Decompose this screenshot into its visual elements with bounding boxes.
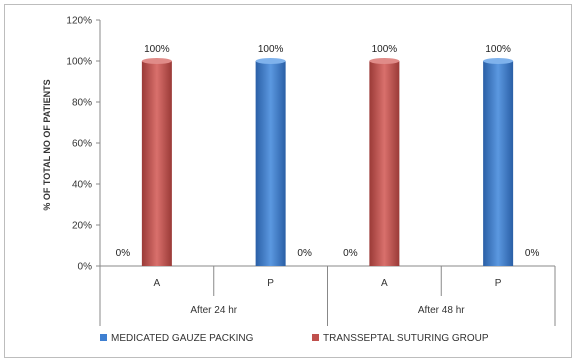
data-label: 100% (258, 44, 284, 55)
data-label: 0% (297, 248, 312, 259)
bar-top (141, 58, 172, 64)
x-category-label: A (154, 278, 161, 289)
plot-area: 0% 20% 40% 60% 80% 100% 120% A 0% 100% P 100% 0% Afte… (66, 16, 556, 326)
data-label: 100% (485, 44, 511, 55)
y-tick-label: 100% (66, 57, 92, 68)
x-group-label: After 48 hr (418, 305, 465, 316)
data-label: 0% (343, 248, 358, 259)
data-label: 100% (144, 44, 170, 55)
x-category-label: P (267, 278, 274, 289)
bar (369, 61, 400, 266)
y-tick-label: 40% (72, 180, 92, 191)
x-group-label: After 24 hr (190, 305, 237, 316)
chart-frame (4, 4, 572, 358)
y-tick-label: 20% (72, 221, 92, 232)
y-tick-label: 120% (66, 16, 92, 27)
bar-top (369, 58, 400, 64)
x-category-label: A (381, 278, 388, 289)
bar (141, 61, 172, 266)
bar-top (483, 58, 514, 64)
data-label: 0% (525, 248, 540, 259)
bar-top (255, 58, 286, 64)
x-category-label: P (495, 278, 502, 289)
legend-swatch (100, 334, 107, 341)
legend-label: MEDICATED GAUZE PACKING (111, 333, 254, 344)
legend-swatch (312, 334, 319, 341)
data-label: 0% (116, 248, 131, 259)
y-tick-label: 80% (72, 98, 92, 109)
y-axis-title: % OF TOTAL NO OF PATIENTS (42, 79, 52, 210)
y-tick-label: 60% (72, 139, 92, 150)
data-label: 100% (372, 44, 398, 55)
y-tick-label: 0% (78, 262, 93, 273)
legend-label: TRANSSEPTAL SUTURING GROUP (323, 333, 489, 344)
y-axis-label: % OF TOTAL NO OF PATIENTS (42, 79, 52, 210)
legend: MEDICATED GAUZE PACKING TRANSSEPTAL SUTUR… (100, 333, 489, 344)
bar (483, 61, 514, 266)
bar (255, 61, 286, 266)
